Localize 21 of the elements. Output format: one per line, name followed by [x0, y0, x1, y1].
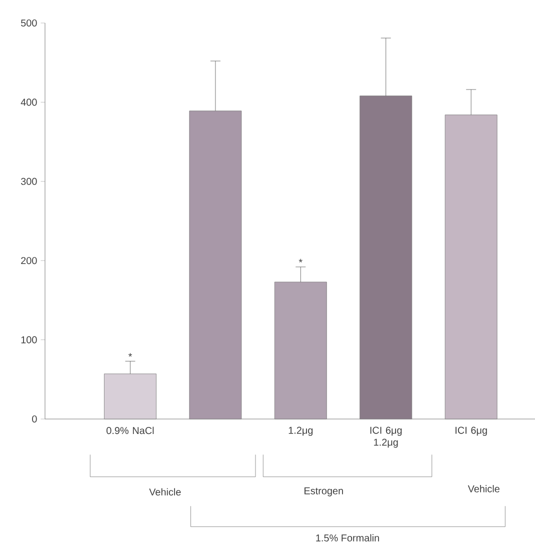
- y-tick-label: 300: [20, 178, 37, 185]
- bar: [360, 96, 412, 420]
- bar: [189, 110, 242, 420]
- text: 1.5% Formalin: [316, 534, 379, 542]
- text: Vehicle: [149, 488, 181, 496]
- y-tick-label: 400: [20, 98, 37, 106]
- x-tick-label: 0.9% NaCl: [106, 426, 154, 434]
- bar: [104, 374, 156, 420]
- y-tick-label: 200: [21, 257, 37, 264]
- bar: [444, 114, 498, 420]
- annotation: *: [128, 353, 132, 357]
- text: Estrogen: [304, 487, 343, 496]
- x-tick-label: 1.2μg: [288, 426, 313, 436]
- y-tick-label: 100: [21, 336, 37, 344]
- x-tick-label: ICI 6μg 1.2μg: [370, 426, 402, 448]
- bar: [274, 282, 327, 420]
- x-tick-label: ICI 6μg: [456, 426, 487, 436]
- y-tick-label: 500: [21, 19, 37, 27]
- y-tick-label: 0: [32, 415, 37, 423]
- annotation: *: [298, 258, 302, 262]
- text: Vehicle: [468, 485, 500, 492]
